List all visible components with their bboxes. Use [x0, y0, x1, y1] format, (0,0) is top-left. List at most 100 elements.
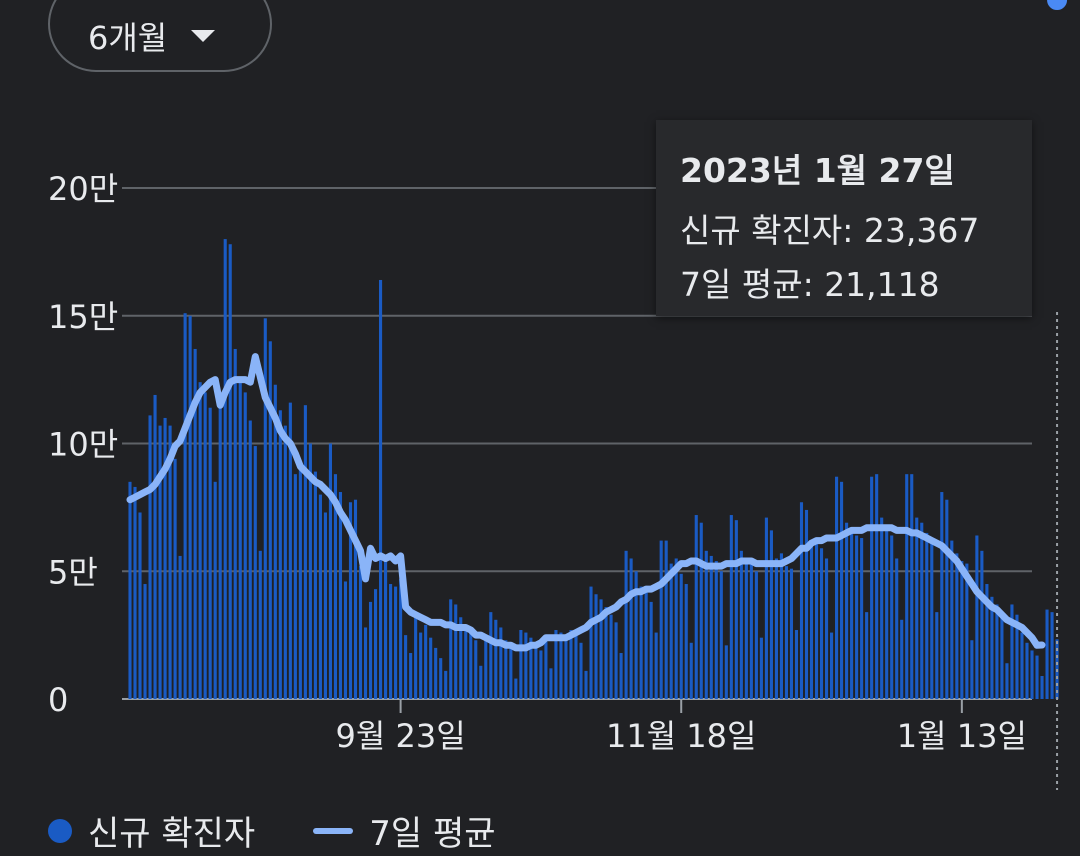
case-bar [323, 512, 327, 699]
case-bar [143, 584, 147, 699]
case-bar [128, 481, 132, 699]
case-bar [664, 540, 668, 699]
case-bar [203, 392, 207, 699]
case-bar [995, 604, 999, 699]
case-bar [599, 599, 603, 699]
case-bar [258, 550, 262, 699]
case-bar [890, 535, 894, 699]
case-bar [499, 627, 503, 699]
case-bar [905, 474, 909, 699]
case-bar [399, 578, 403, 699]
case-bar [584, 670, 588, 699]
case-bar [764, 517, 768, 699]
case-bar [719, 571, 723, 699]
case-bar [474, 640, 478, 699]
case-bar [684, 584, 688, 699]
case-bar [353, 499, 358, 699]
case-bar [649, 601, 653, 699]
case-bar [394, 586, 398, 699]
case-bar [263, 318, 267, 699]
case-bar [900, 619, 904, 699]
cases-legend-marker [48, 818, 72, 843]
case-bar [343, 581, 348, 699]
case-bar [479, 665, 483, 699]
case-bar [544, 635, 548, 699]
tooltip-average-value: 21,118 [824, 265, 940, 304]
case-bar [158, 425, 162, 699]
case-bar [238, 377, 242, 699]
case-bar [624, 550, 628, 699]
case-bar [794, 630, 799, 699]
case-bar [779, 553, 783, 699]
case-bar [749, 558, 753, 699]
case-bar [744, 563, 748, 699]
case-bar [389, 584, 393, 699]
case-bar [604, 607, 608, 699]
time-range-dropdown[interactable]: 6개월 [48, 0, 272, 72]
case-bar [223, 239, 227, 699]
case-bar [404, 635, 408, 699]
case-bar [509, 645, 513, 699]
case-bar [454, 604, 458, 699]
case-bar [639, 586, 643, 699]
case-bar [699, 522, 703, 699]
tooltip-average-label: 7일 평균: [680, 265, 825, 304]
case-bar [704, 550, 708, 699]
case-bar [875, 474, 879, 699]
case-bar [980, 550, 984, 699]
case-bar [739, 550, 743, 699]
case-bar [594, 594, 598, 699]
average-legend-marker [313, 827, 354, 834]
case-bar [163, 417, 167, 699]
y-tick-label: 5만 [48, 553, 98, 591]
case-bar [769, 530, 773, 699]
case-bar [529, 637, 533, 699]
case-bar [1035, 655, 1039, 699]
case-bar [985, 584, 989, 699]
case-bar [754, 571, 758, 699]
case-bar [564, 635, 568, 699]
case-bar [960, 561, 964, 699]
case-bar [193, 348, 197, 699]
chart-tooltip: 2023년 1월 27일 신규 확진자: 23,367 7일 평균: 21,11… [656, 120, 1032, 316]
case-bar [183, 313, 187, 699]
case-bar [589, 586, 593, 699]
case-bar [799, 502, 804, 699]
case-bar [920, 522, 924, 699]
case-bar [243, 392, 247, 699]
case-bar [930, 538, 934, 699]
case-bar [845, 522, 849, 699]
time-range-label: 6개월 [88, 19, 168, 57]
case-bar [885, 530, 889, 699]
y-tick-label: 15만 [48, 298, 118, 336]
tooltip-date: 2023년 1월 27일 [680, 151, 955, 190]
x-tick-label: 11월 18일 [606, 717, 757, 755]
case-bar [865, 612, 869, 699]
y-tick-label: 10만 [48, 426, 118, 464]
case-bar [459, 617, 463, 699]
case-bar [609, 614, 613, 699]
x-tick-label: 9월 23일 [336, 717, 466, 755]
case-bar [809, 540, 814, 699]
case-bar [434, 647, 438, 699]
case-bar [759, 637, 763, 699]
case-bar [789, 568, 794, 699]
case-bar [333, 474, 338, 699]
case-bar [504, 640, 508, 699]
case-bar [494, 619, 498, 699]
case-bar [579, 642, 583, 699]
case-bar [439, 658, 443, 699]
case-bar [694, 515, 698, 699]
case-bar [880, 517, 884, 699]
case-bar [1005, 663, 1009, 699]
case-bar [358, 566, 363, 699]
case-bar [1015, 614, 1019, 699]
case-bar [935, 612, 939, 699]
case-bar [970, 640, 974, 699]
average-line [126, 353, 1046, 652]
case-bar [218, 394, 222, 699]
case-bar [414, 614, 418, 699]
case-bar [328, 443, 332, 699]
case-bar [830, 632, 834, 699]
